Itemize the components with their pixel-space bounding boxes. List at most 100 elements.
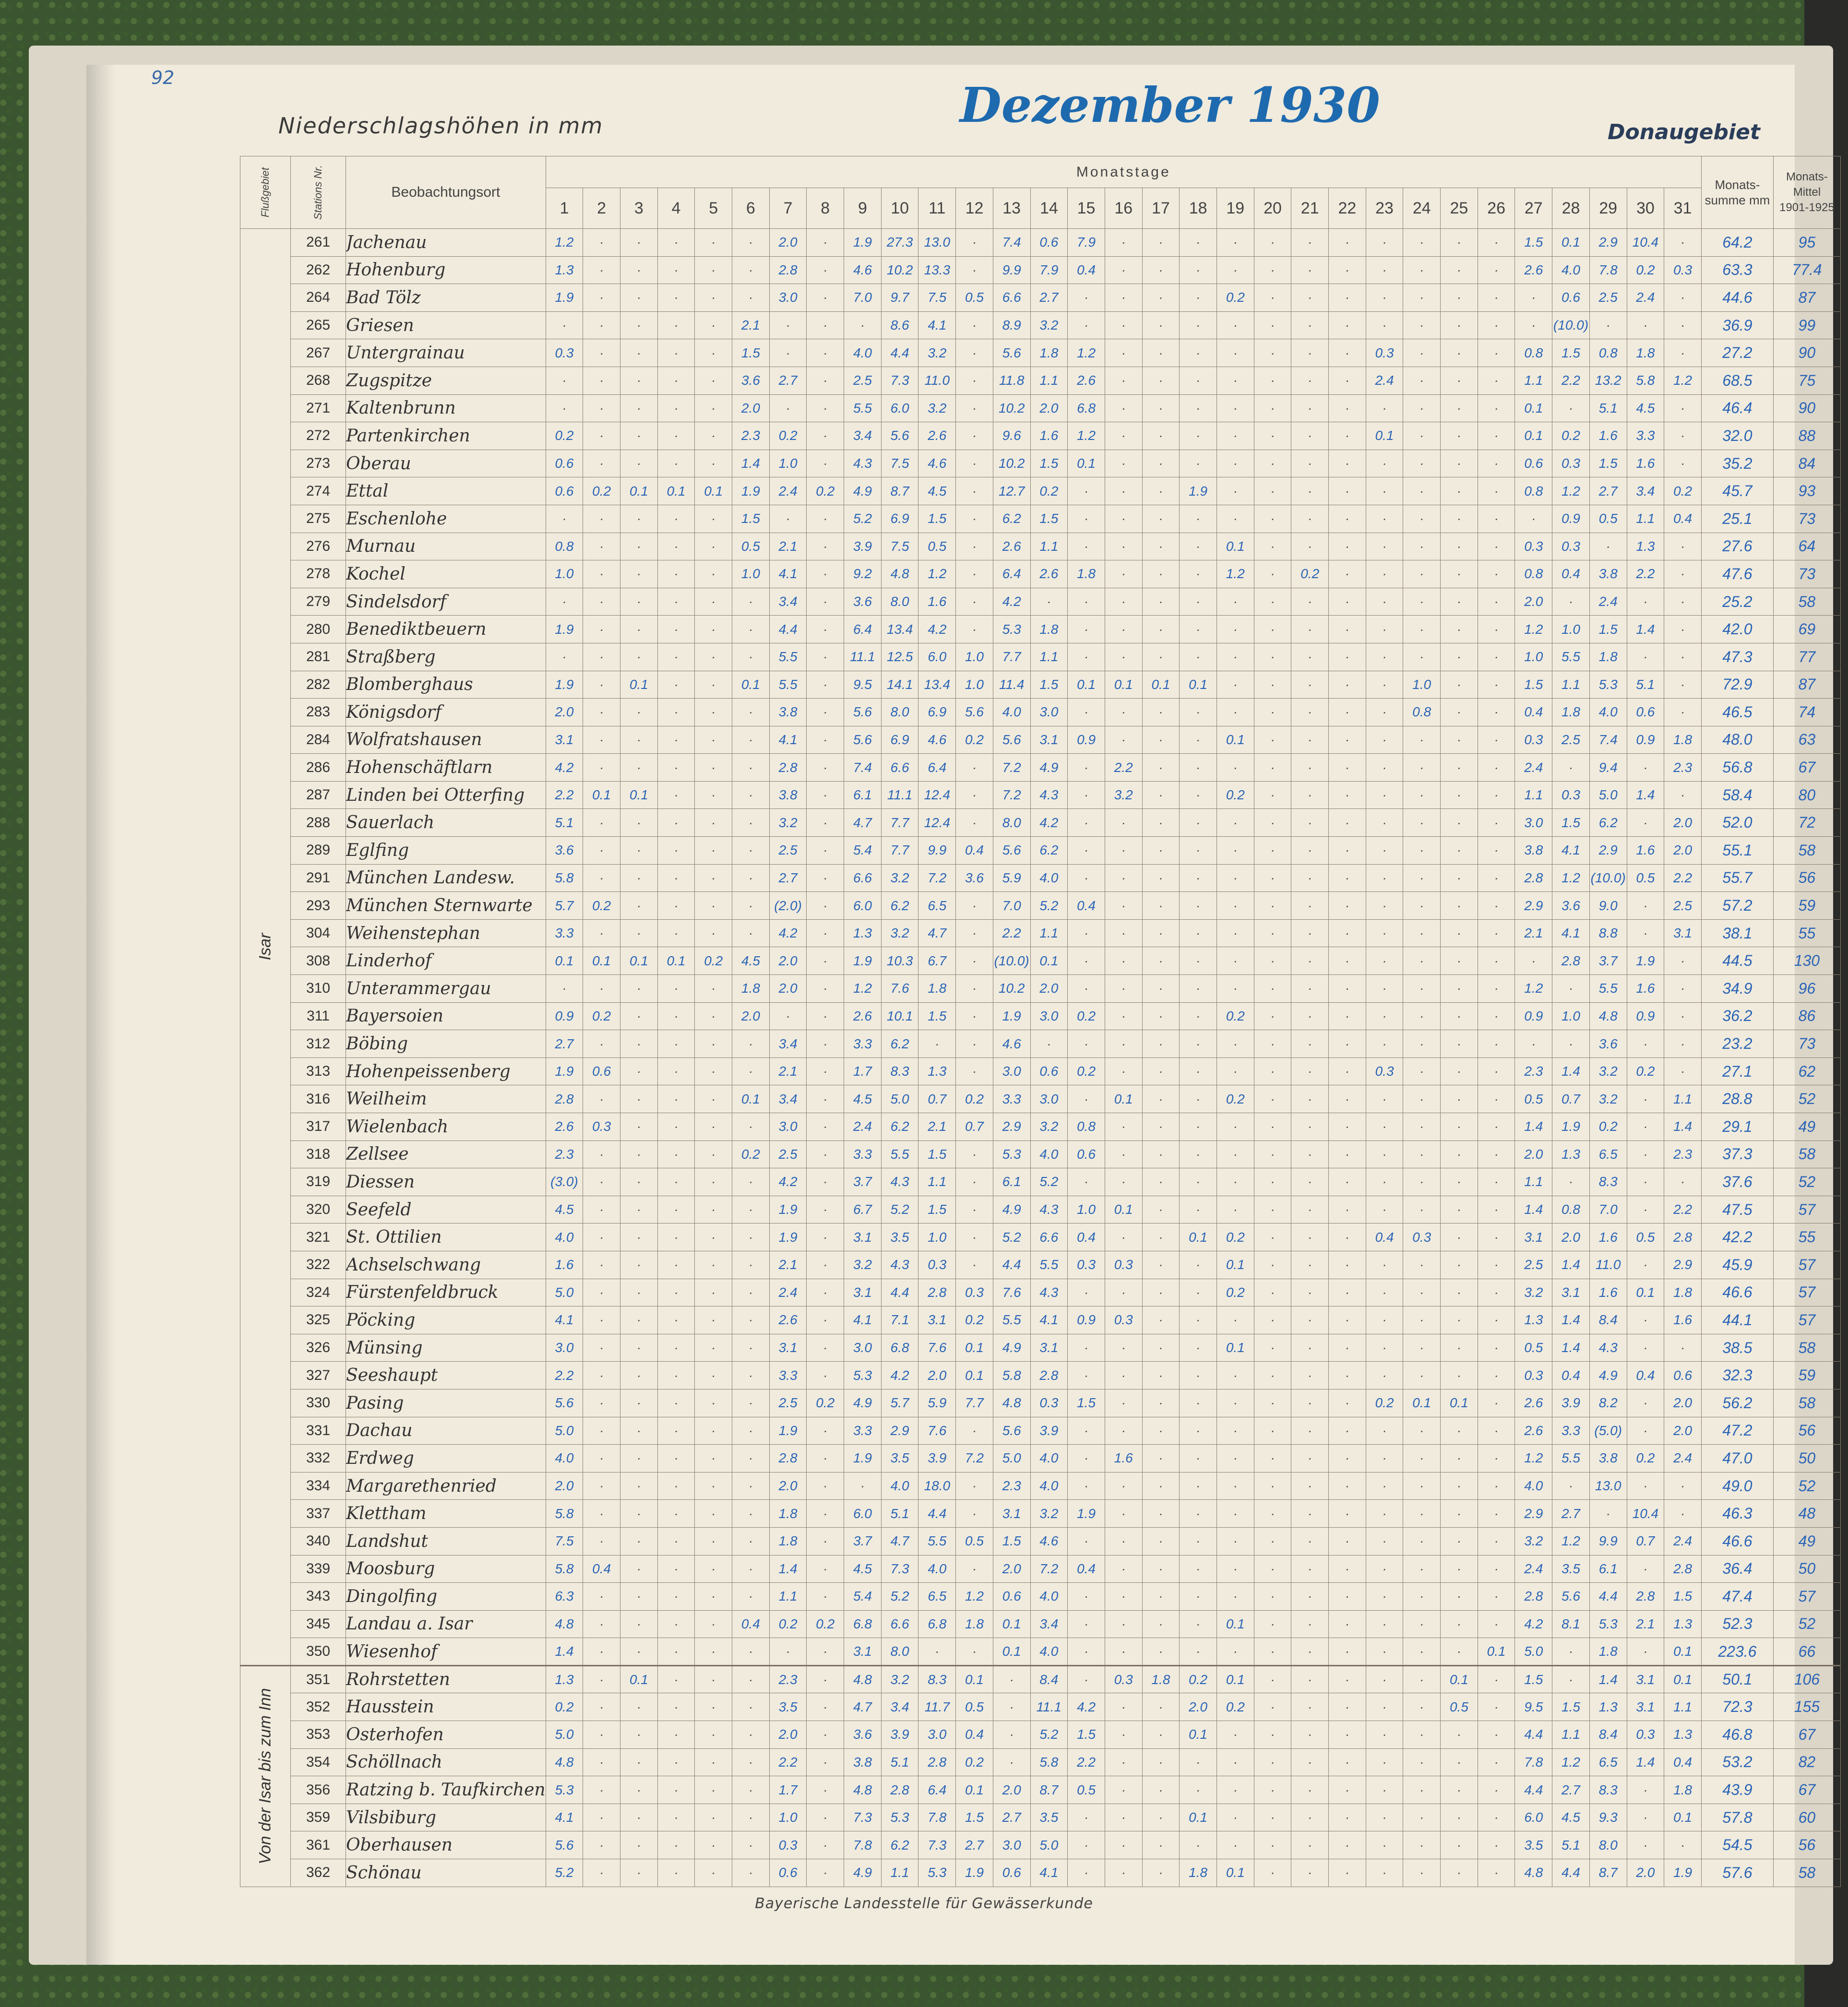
daily-value: · — [1216, 1168, 1254, 1196]
monthly-mean: 73 — [1773, 504, 1841, 533]
daily-value: · — [1216, 1113, 1254, 1141]
daily-value: · — [1179, 560, 1217, 588]
daily-value: · — [1403, 1748, 1441, 1777]
daily-value: 2.5 — [769, 1389, 807, 1417]
daily-value: 4.6 — [992, 1030, 1031, 1058]
daily-value: · — [955, 1140, 993, 1169]
daily-value: 4.0 — [844, 339, 882, 367]
day-header: 13 — [992, 188, 1031, 229]
daily-value: · — [657, 1831, 695, 1860]
daily-value: · — [1253, 1721, 1292, 1749]
daily-value: · — [1440, 1499, 1478, 1528]
monthly-sum: 46.3 — [1701, 1499, 1774, 1528]
daily-value: 1.9 — [769, 1416, 807, 1445]
day-header: 26 — [1477, 188, 1515, 229]
daily-value: · — [583, 311, 620, 340]
daily-value: · — [694, 1831, 733, 1860]
daily-value: · — [1477, 532, 1515, 561]
daily-value: 3.3 — [844, 1416, 882, 1445]
daily-value: · — [1179, 1638, 1217, 1666]
daily-value: · — [1291, 781, 1329, 809]
daily-value: · — [1403, 753, 1441, 782]
daily-value: · — [583, 532, 620, 561]
daily-value: · — [1142, 1693, 1180, 1722]
daily-value: 0.1 — [955, 1361, 993, 1389]
daily-value: · — [583, 1250, 620, 1279]
daily-value: 7.6 — [918, 1416, 956, 1445]
table-row: 274 Ettal 0.6 0.2 0.1 0.1 0.1 1.9 2.4 0.2 4.9 8.7 4.… — [240, 477, 1841, 505]
daily-value: 1.0 — [1403, 670, 1441, 699]
station-name: Pöcking — [346, 1306, 546, 1334]
daily-value: · — [1328, 1859, 1366, 1887]
daily-value: · — [1664, 284, 1702, 312]
daily-value: · — [1179, 1416, 1217, 1445]
daily-value: · — [620, 1472, 658, 1500]
station-number: 361 — [290, 1831, 346, 1860]
daily-value: · — [1664, 781, 1702, 809]
daily-value: · — [1142, 1361, 1180, 1389]
daily-value: · — [1179, 1278, 1217, 1307]
daily-value: 0.6 — [1030, 1057, 1068, 1086]
monthly-sum: 46.8 — [1701, 1721, 1774, 1749]
daily-value: 0.2 — [1552, 422, 1590, 450]
daily-value: · — [1440, 947, 1478, 975]
daily-value: 8.3 — [1589, 1776, 1627, 1804]
daily-value: · — [955, 1638, 993, 1666]
monthly-mean: 82 — [1773, 1748, 1841, 1777]
daily-value: · — [1477, 560, 1515, 588]
table-row: 361 Oberhausen 5.6 · · · · · 0.3 · 7.8 6.2 7.3 2.7 3.0… — [240, 1831, 1841, 1860]
daily-value: 1.3 — [1514, 1306, 1553, 1334]
daily-value: 2.7 — [545, 1030, 584, 1058]
daily-value: · — [694, 311, 733, 340]
daily-value: 6.6 — [881, 753, 919, 782]
daily-value: · — [545, 587, 584, 616]
daily-value: · — [1142, 836, 1180, 865]
daily-value: · — [1365, 1803, 1404, 1832]
daily-value: · — [694, 836, 733, 865]
table-row: 282 Blomberghaus 1.9 · 0.1 · · 0.1 5.5 · 9.5 14.1 13… — [240, 670, 1841, 699]
daily-value: · — [1253, 477, 1292, 505]
daily-value: · — [583, 1416, 620, 1445]
daily-value: 3.0 — [918, 1721, 956, 1749]
daily-value: · — [992, 1664, 1031, 1694]
monthly-sum: 47.3 — [1701, 642, 1774, 671]
daily-value: · — [1179, 532, 1217, 561]
daily-value: · — [1067, 1085, 1105, 1113]
table-row: 332 Erdweg 4.0 · · · · · 2.8 · 1.9 3.5 3.9 7.2 5.0 4.0 ·… — [240, 1444, 1841, 1473]
daily-value: · — [694, 1582, 733, 1611]
daily-value: · — [1365, 864, 1404, 892]
daily-value: 6.5 — [1589, 1748, 1627, 1777]
daily-value: · — [1067, 753, 1105, 782]
daily-value: 4.4 — [1514, 1776, 1553, 1804]
daily-value: · — [1365, 698, 1404, 726]
daily-value: · — [1664, 974, 1702, 1003]
daily-value: · — [1477, 1859, 1515, 1887]
daily-value: · — [732, 284, 770, 312]
daily-value: 1.3 — [844, 919, 882, 948]
day-header: 4 — [657, 188, 695, 229]
daily-value: 2.0 — [1030, 394, 1068, 423]
daily-value: 2.8 — [769, 1444, 807, 1473]
station-number: 310 — [290, 974, 346, 1003]
daily-value: · — [1440, 753, 1478, 782]
daily-value: · — [1142, 1721, 1180, 1749]
daily-value: 0.5 — [1589, 504, 1627, 533]
daily-value: · — [1477, 1472, 1515, 1500]
daily-value: · — [620, 1831, 658, 1860]
daily-value: 0.2 — [806, 1389, 845, 1417]
daily-value: · — [1626, 311, 1665, 340]
daily-value: 4.2 — [545, 753, 584, 782]
daily-value: 1.9 — [1179, 477, 1217, 505]
daily-value: · — [732, 1472, 770, 1500]
daily-value: 13.0 — [1589, 1472, 1627, 1500]
daily-value: 5.6 — [1552, 1582, 1590, 1611]
daily-value: · — [1552, 587, 1590, 616]
daily-value: 0.2 — [545, 422, 584, 450]
daily-value: 7.2 — [992, 781, 1031, 809]
river-group-label: Von der Isar bis zum Inn — [256, 1688, 274, 1864]
daily-value: (5.0) — [1589, 1416, 1627, 1445]
daily-value: · — [657, 228, 695, 257]
station-name: Jachenau — [346, 228, 546, 257]
daily-value: · — [1067, 974, 1105, 1003]
daily-value: · — [620, 228, 658, 257]
